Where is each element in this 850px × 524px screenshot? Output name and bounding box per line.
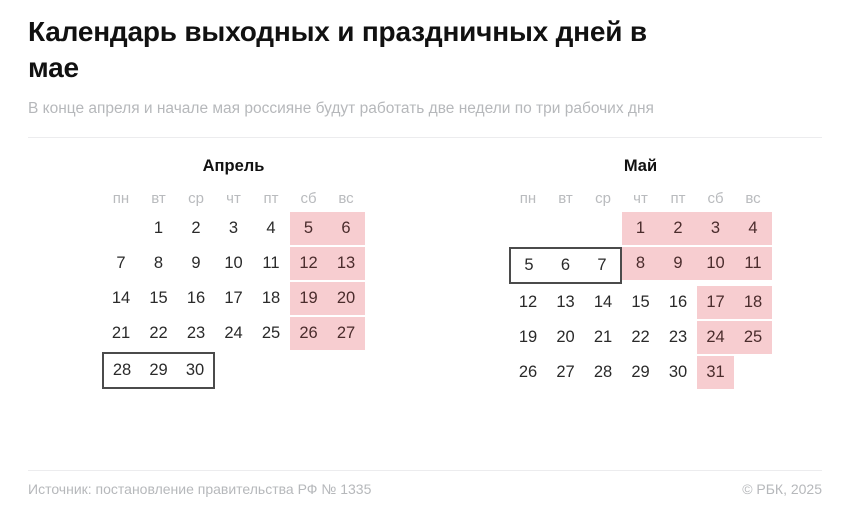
weekday-header-сб: сб xyxy=(300,190,317,208)
weekday-header-вт: вт xyxy=(151,190,166,208)
calendar-day-may-22: 22 xyxy=(631,328,650,347)
weekday-header-пн: пн xyxy=(519,190,537,208)
calendar-day-may-7: 7 xyxy=(584,247,622,285)
calendar-day-may-8: 8 xyxy=(621,247,660,281)
source-note: Источник: постановление правительства РФ… xyxy=(28,481,372,497)
calendar-day-april-7: 7 xyxy=(116,254,126,273)
calendar-day-may-3: 3 xyxy=(696,212,735,246)
footer-divider xyxy=(28,470,822,471)
calendar-day-april-13: 13 xyxy=(327,247,365,281)
calendar-day-may-29: 29 xyxy=(631,363,650,382)
calendar-month-title-may: Май xyxy=(623,157,658,176)
calendar-day-april-10: 10 xyxy=(224,254,243,273)
calendar-day-april-22: 22 xyxy=(149,324,168,343)
calendar-day-april-19: 19 xyxy=(289,282,328,316)
calendar-day-april-6: 6 xyxy=(327,212,365,246)
header-divider xyxy=(28,137,822,139)
calendar-day-april-28: 28 xyxy=(102,352,140,390)
calendar-cell-empty xyxy=(327,352,365,385)
calendar-day-may-10: 10 xyxy=(696,247,735,281)
weekday-header-вс: вс xyxy=(338,190,354,208)
calendar-day-may-16: 16 xyxy=(668,293,688,312)
calendar-day-may-15: 15 xyxy=(631,293,650,312)
calendar-cell-empty xyxy=(509,212,547,245)
weekday-header-пт: пт xyxy=(670,190,686,208)
calendar-day-april-12: 12 xyxy=(289,247,328,281)
page-subtitle: В конце апреля и начале мая россияне буд… xyxy=(28,99,654,117)
calendar-day-april-23: 23 xyxy=(186,324,206,343)
footer: Источник: постановление правительства РФ… xyxy=(28,481,822,497)
calendar-grid-april: пн вт ср чт пт сб вс 1 2 3 4 5 6 7 8 9 10 11 12 13 14 15 16 17 1… xyxy=(28,186,413,391)
calendar-day-may-11: 11 xyxy=(734,247,772,281)
calendar-cell-empty xyxy=(734,356,772,389)
calendar-container: Апрель пн вт ср чт пт сб вс 1 2 3 4 5 6 7 8 9 10 11 12 13 14… xyxy=(28,138,822,391)
calendar-day-april-4: 4 xyxy=(266,219,276,238)
calendar-day-april-14: 14 xyxy=(111,289,131,308)
calendar-day-april-3: 3 xyxy=(228,219,239,238)
calendar-day-may-14: 14 xyxy=(593,293,613,312)
calendar-cell-empty xyxy=(252,352,290,385)
weekday-header-вс: вс xyxy=(745,190,761,208)
calendar-day-april-17: 17 xyxy=(224,289,243,308)
calendar-day-may-31: 31 xyxy=(696,356,735,390)
calendar-day-april-8: 8 xyxy=(153,254,164,273)
weekday-header-ср: ср xyxy=(188,190,204,208)
calendar-day-may-21: 21 xyxy=(593,328,613,347)
calendar-day-april-21: 21 xyxy=(111,324,131,343)
calendar-day-april-16: 16 xyxy=(186,289,206,308)
calendar-day-may-6: 6 xyxy=(546,247,585,285)
calendar-day-april-26: 26 xyxy=(289,317,328,351)
calendar-day-may-18: 18 xyxy=(734,286,772,320)
weekday-header-пт: пт xyxy=(263,190,279,208)
calendar-day-april-18: 18 xyxy=(261,289,281,308)
calendar-day-may-13: 13 xyxy=(556,293,575,312)
calendar-day-april-24: 24 xyxy=(224,324,243,343)
page-title: Календарь выходных и праздничных дней в … xyxy=(28,16,647,83)
calendar-day-april-5: 5 xyxy=(289,212,328,246)
calendar-day-may-9: 9 xyxy=(659,247,697,281)
calendar-day-may-23: 23 xyxy=(668,328,688,347)
weekday-header-ср: ср xyxy=(595,190,611,208)
calendar-may: Май пн вт ср чт пт сб вс 1 2 3 4 5 6 7 8 9 10 11 12 13 14 15 1… xyxy=(435,154,820,391)
calendar-day-may-2: 2 xyxy=(659,212,697,246)
calendar-day-may-17: 17 xyxy=(696,286,735,320)
calendar-april: Апрель пн вт ср чт пт сб вс 1 2 3 4 5 6 7 8 9 10 11 12 13 14… xyxy=(28,154,413,391)
copyright-note: © РБК, 2025 xyxy=(742,481,822,497)
calendar-day-may-30: 30 xyxy=(668,363,688,382)
weekday-header-чт: чт xyxy=(633,190,648,208)
calendar-day-april-15: 15 xyxy=(149,289,168,308)
calendar-day-april-9: 9 xyxy=(191,254,201,273)
weekday-header-вт: вт xyxy=(558,190,573,208)
calendar-day-may-4: 4 xyxy=(734,212,772,246)
calendar-cell-empty xyxy=(102,212,140,245)
calendar-grid-may: пн вт ср чт пт сб вс 1 2 3 4 5 6 7 8 9 10 11 12 13 14 15 16 17 1… xyxy=(435,186,820,391)
calendar-day-april-1: 1 xyxy=(153,219,164,238)
calendar-cell-empty xyxy=(584,212,622,245)
calendar-day-may-24: 24 xyxy=(696,321,735,355)
calendar-day-april-2: 2 xyxy=(191,219,201,238)
calendar-day-may-19: 19 xyxy=(518,328,538,347)
weekday-header-пн: пн xyxy=(112,190,130,208)
calendar-day-may-28: 28 xyxy=(593,363,613,382)
calendar-day-may-20: 20 xyxy=(556,328,575,347)
calendar-day-may-1: 1 xyxy=(621,212,660,246)
calendar-day-april-11: 11 xyxy=(262,254,280,273)
calendar-day-may-5: 5 xyxy=(509,247,547,285)
calendar-day-april-27: 27 xyxy=(327,317,365,351)
calendar-day-may-27: 27 xyxy=(556,363,575,382)
calendar-cell-empty xyxy=(215,352,253,385)
weekday-header-сб: сб xyxy=(707,190,724,208)
calendar-cell-empty xyxy=(547,212,585,245)
calendar-day-april-25: 25 xyxy=(261,324,281,343)
calendar-day-may-26: 26 xyxy=(518,363,538,382)
weekday-header-чт: чт xyxy=(226,190,241,208)
calendar-day-april-20: 20 xyxy=(327,282,365,316)
calendar-month-title-april: Апрель xyxy=(202,157,265,176)
calendar-cell-empty xyxy=(290,352,328,385)
calendar-day-may-12: 12 xyxy=(518,293,538,312)
calendar-day-april-30: 30 xyxy=(177,352,215,390)
calendar-day-may-25: 25 xyxy=(734,321,772,355)
calendar-day-april-29: 29 xyxy=(139,352,178,390)
